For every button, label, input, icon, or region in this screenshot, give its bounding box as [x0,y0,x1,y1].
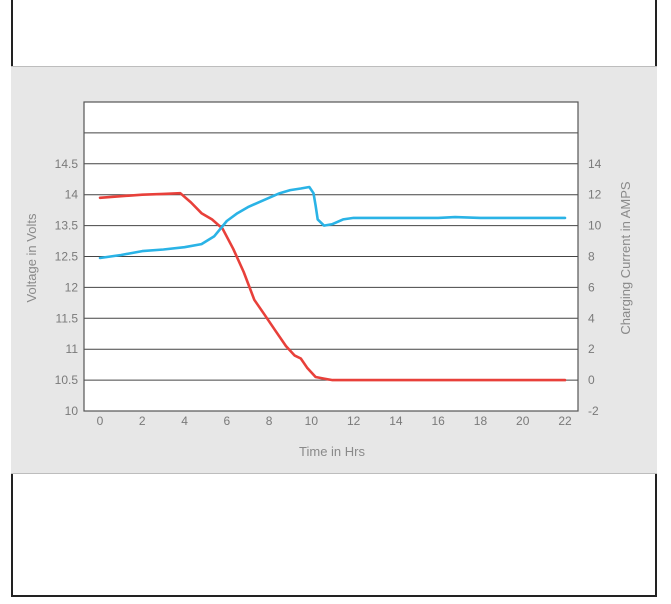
x-tick-label: 18 [474,414,488,428]
y-left-tick-label: 12 [65,280,79,294]
series-line-red [98,191,567,382]
x-tick-label: 12 [347,414,361,428]
y-right-tick-label: -2 [588,404,599,418]
y-right-tick-label: 14 [588,157,602,171]
y-right-tick-label: 10 [588,219,602,233]
y-right-tick-label: 12 [588,188,602,202]
x-tick-label: 16 [432,414,446,428]
series-group [98,185,567,382]
y-right-tick-label: 6 [588,280,595,294]
y-left-tick-label: 13.5 [55,219,79,233]
y-right-tick-label: 8 [588,250,595,264]
y-right-tick-label: 2 [588,342,595,356]
x-tick-label: 8 [266,414,273,428]
y-left-tick-label: 11.5 [56,311,79,325]
y-left-tick-labels: 10 10.5 11 11.5 12 12.5 13.5 14 14.5 [55,157,79,418]
x-tick-label: 14 [389,414,403,428]
y-right-axis-title: Charging Current in AMPS [618,181,633,335]
x-tick-label: 2 [139,414,146,428]
x-tick-label: 20 [516,414,530,428]
series-line-blue [98,185,567,260]
y-left-tick-label: 14 [65,188,79,202]
y-left-axis-title: Voltage in Volts [24,213,39,302]
plot-border [83,101,579,412]
y-left-tick-label: 10.5 [55,373,79,387]
y-left-tick-label: 10 [65,404,79,418]
y-left-tick-label: 12.5 [55,250,79,264]
y-right-tick-label: 0 [588,373,595,387]
y-right-tick-label: 4 [588,311,595,325]
y-left-tick-label: 11 [66,342,79,356]
x-tick-label: 4 [181,414,188,428]
x-tick-label: 22 [558,414,572,428]
x-axis-title: Time in Hrs [299,444,365,459]
x-tick-label: 10 [305,414,319,428]
x-tick-label: 0 [97,414,104,428]
x-tick-label: 6 [223,414,230,428]
x-tick-labels: 0 2 4 6 8 10 12 14 16 18 20 22 [97,414,572,428]
y-left-tick-label: 14.5 [55,157,79,171]
y-right-tick-labels: -2 0 2 4 6 8 10 12 14 [588,157,602,418]
